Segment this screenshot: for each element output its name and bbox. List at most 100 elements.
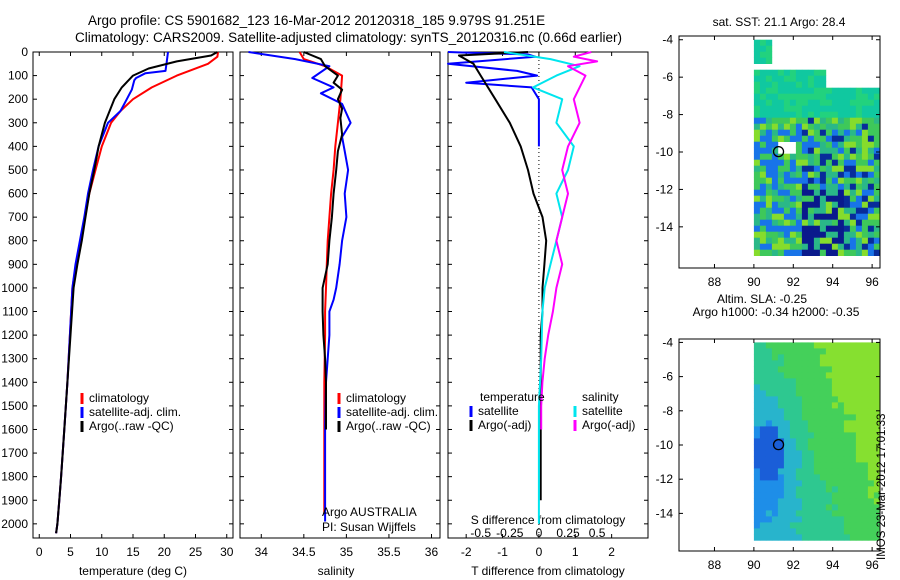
sst-map-cell (759, 189, 767, 196)
sla-map-cell (777, 408, 785, 415)
sst-map-cell (813, 195, 821, 202)
sst-map-cell (777, 111, 785, 118)
sst-map-cell (807, 249, 815, 256)
sla-map-cell (825, 486, 833, 493)
sla-map-cell (801, 486, 809, 493)
sla-map-cell (855, 426, 863, 433)
sla-map-cell (777, 516, 785, 523)
sst-map-cell (855, 153, 863, 160)
sla-map-cell (777, 492, 785, 499)
depth-tick-label: 1500 (1, 399, 28, 413)
sla-map-cell (801, 384, 809, 391)
salinity-axis-tick-label: 34 (255, 545, 269, 559)
sla-map-cell (807, 432, 815, 439)
sla-map-cell (765, 534, 773, 541)
sla-map-cell (771, 348, 779, 355)
sla-map-cell (837, 426, 845, 433)
sst-map-cell (867, 177, 875, 184)
sla-map-cell (759, 510, 767, 517)
depth-tick-label: 200 (8, 92, 28, 106)
sst-map-cell (843, 231, 851, 238)
sst-map-cell (783, 243, 791, 250)
sla-map-cell (849, 444, 857, 451)
sst-map-cell (765, 105, 773, 112)
sst-map-cell (759, 99, 767, 106)
sla-map-cell (777, 348, 785, 355)
sla-map-cell (807, 528, 815, 535)
sla-map-cell (873, 522, 881, 529)
sla-map-cell (861, 480, 869, 487)
sla-map-cell (777, 438, 785, 445)
sst-map-cell (771, 129, 779, 136)
sst-map-cell (759, 249, 767, 256)
sst-map-cell (837, 111, 845, 118)
sst-map-cell (795, 123, 803, 130)
sla-map-cell (789, 522, 797, 529)
sst-map-cell (759, 153, 767, 160)
sla-map-cell (849, 354, 857, 361)
sla-map-cell (765, 372, 773, 379)
sla-map-cell (795, 450, 803, 457)
sst-map-cell (849, 201, 857, 208)
sst-map-cell (807, 129, 815, 136)
sst-map-cell (759, 69, 767, 76)
sla-map-cell (801, 378, 809, 385)
sla-map-cell (801, 456, 809, 463)
temperature-axis-tick-label: 20 (158, 545, 172, 559)
sla-map-cell (783, 528, 791, 535)
sst-map-cell (849, 195, 857, 202)
sst-map-cell (813, 189, 821, 196)
sla-map-cell (771, 522, 779, 529)
sst-map-cell (777, 213, 785, 220)
sla-map-cell (825, 360, 833, 367)
sst-map-cell (765, 69, 773, 76)
sla-map-cell (813, 348, 821, 355)
sla-map-cell (813, 528, 821, 535)
sst-map-cell (831, 123, 839, 130)
sla-map-cell (837, 492, 845, 499)
sla-map-cell (831, 348, 839, 355)
sst-map-lon-label: 96 (865, 275, 879, 289)
sst-map-cell (807, 93, 815, 100)
difference-S-tick-label: 0 (536, 526, 543, 540)
difference-series-line (447, 51, 540, 147)
sst-map-cell (873, 177, 881, 184)
sst-map-cell (783, 201, 791, 208)
sla-map-cell (825, 426, 833, 433)
sla-map-cell (849, 366, 857, 373)
sst-map-cell (795, 219, 803, 226)
sla-map-cell (777, 360, 785, 367)
sla-map-cell (861, 402, 869, 409)
sla-map-cell (819, 474, 827, 481)
S-difference-label: S difference from climatology (471, 513, 626, 527)
sst-map-cell (825, 105, 833, 112)
sst-map-cell (849, 87, 857, 94)
sla-map-cell (789, 504, 797, 511)
sla-map-cell (873, 378, 881, 385)
sst-map-cell (807, 225, 815, 232)
sst-map-cell (837, 243, 845, 250)
sla-map-cell (759, 486, 767, 493)
sla-map-cell (873, 462, 881, 469)
sst-map-cell (813, 117, 821, 124)
sst-map-cell (801, 189, 809, 196)
depth-tick-label: 500 (8, 163, 28, 177)
sla-map-cell (753, 534, 761, 541)
sla-map-cell (837, 528, 845, 535)
sla-map-cell (753, 444, 761, 451)
sst-map-cell (843, 123, 851, 130)
sla-map-cell (855, 366, 863, 373)
sst-map-cell (855, 207, 863, 214)
sla-map-cell (771, 372, 779, 379)
sst-map-cell (789, 159, 797, 166)
sst-map-cell (837, 219, 845, 226)
sst-map-cell (837, 165, 845, 172)
sla-map-cell (759, 348, 767, 355)
sst-map-cell (795, 105, 803, 112)
sla-map-cell (765, 420, 773, 427)
sst-map-cell (801, 147, 809, 154)
sla-map-cell (843, 486, 851, 493)
sst-map-cell (867, 141, 875, 148)
sst-map-cell (807, 231, 815, 238)
